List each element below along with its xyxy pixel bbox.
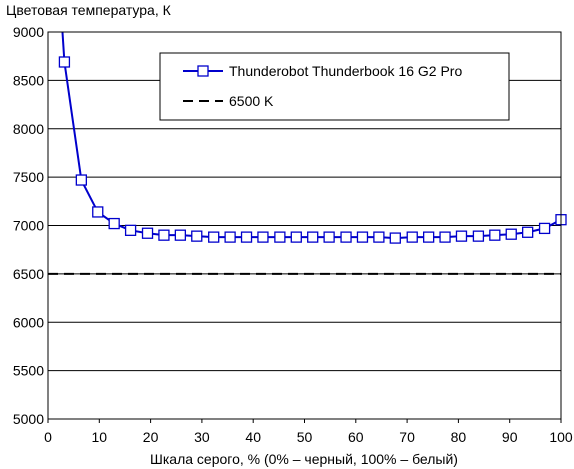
data-point [290,231,302,243]
y-tick-labels: 5000 5500 6000 6500 7000 7500 8000 8500 9000 [13,24,44,427]
data-point [373,231,385,243]
data-point [439,231,451,243]
x-axis-label: Шкала серого, % (0% – черный, 100% – бел… [150,451,458,467]
data-point [208,231,220,243]
y-tick-label: 7500 [13,169,44,185]
data-point [174,229,187,241]
data-point [108,217,120,230]
legend-box [159,52,510,121]
x-tick-label: 40 [245,429,261,445]
data-point [538,222,551,235]
y-tick-label: 7000 [13,218,44,234]
data-point [522,226,534,238]
data-point [323,231,335,243]
data-point [92,206,104,218]
data-point [406,231,418,243]
y-tick-label: 8500 [13,72,44,88]
data-point [124,224,137,236]
x-tick-label: 80 [451,429,467,445]
legend: Thunderobot Thunderbook 16 G2 Pro 6500 K [159,52,510,121]
data-point [489,229,501,241]
x-tick-label: 10 [92,429,108,445]
x-tick-label: 20 [143,429,159,445]
data-point [158,229,170,241]
x-tick-label: 100 [549,429,573,445]
x-tick-label: 50 [297,429,313,445]
data-point [340,231,352,243]
data-point [356,231,369,243]
legend-label-series-1: Thunderobot Thunderbook 16 G2 Pro [229,63,462,79]
data-point [75,174,87,186]
legend-marker-series-1 [197,65,209,77]
y-tick-label: 6500 [13,266,44,282]
x-tick-labels: 0 10 20 30 40 50 60 70 80 90 100 [44,419,573,445]
data-point [191,230,203,242]
y-tick-label: 6000 [13,314,44,330]
data-point [455,230,468,242]
legend-label-series-2: 6500 K [229,93,274,109]
data-point [274,231,286,243]
x-tick-label: 60 [348,429,364,445]
data-point [224,231,236,243]
data-point [389,232,401,244]
data-point [257,231,269,243]
data-point [240,231,253,243]
x-tick-label: 90 [502,429,518,445]
data-point [307,231,319,243]
x-tick-label: 0 [44,429,52,445]
y-tick-label: 5000 [13,411,44,427]
y-tick-label: 5500 [13,363,44,379]
y-axis-label: Цветовая температура, К [6,2,172,18]
data-point [472,230,485,242]
y-tick-label: 9000 [13,24,44,40]
data-point [505,228,517,240]
y-tick-label: 8000 [13,121,44,137]
x-tick-label: 70 [399,429,415,445]
data-point [58,56,71,68]
x-tick-label: 30 [194,429,210,445]
data-point [141,227,154,239]
data-point [422,231,435,243]
